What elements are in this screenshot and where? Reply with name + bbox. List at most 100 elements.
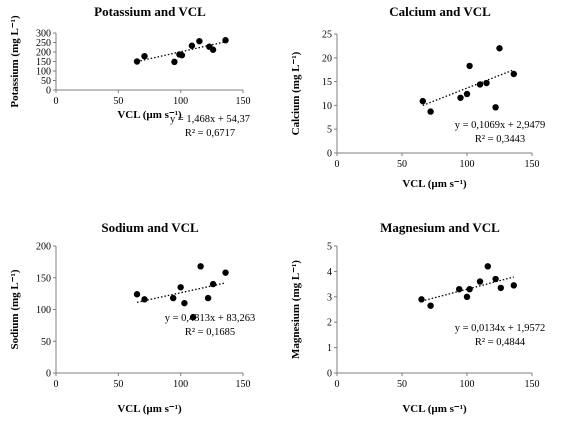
calcium-data-point	[427, 108, 434, 115]
calcium-y-tick-label: 15	[322, 77, 332, 88]
sodium-y-tick-label: 200	[36, 242, 51, 253]
sodium-y-tick-label: 50	[41, 337, 51, 348]
potassium-y-tick-label: 300	[36, 29, 51, 40]
magnesium-data-point	[510, 282, 517, 289]
magnesium-y-tick-label: 2	[327, 318, 332, 329]
calcium-data-point	[419, 97, 426, 105]
calcium-chart: Calcium and VCL 0 50 100 150 0 5 10 15 20 25 VCL (µ…	[290, 4, 545, 190]
potassium-data-point	[209, 46, 217, 53]
potassium-data-point	[188, 42, 196, 49]
sodium-x-tick-label: 100	[173, 379, 188, 390]
magnesium-x-tick-label: 150	[525, 379, 540, 390]
sodium-y-axis-label: Sodium (mg L⁻¹)	[9, 269, 21, 349]
potassium-y-tick-label: 150	[36, 57, 51, 68]
magnesium-data-point	[476, 278, 484, 285]
calcium-r-squared: R² = 0,3443	[475, 134, 525, 145]
sodium-data-point	[222, 269, 229, 276]
magnesium-chart-title: Magnesium and VCL	[380, 220, 500, 235]
sodium-x-tick-label: 50	[113, 379, 123, 390]
potassium-data-point	[141, 52, 148, 60]
potassium-x-tick-label: 100	[173, 96, 188, 107]
magnesium-y-tick-label: 4	[327, 267, 332, 278]
potassium-trendline	[136, 41, 226, 63]
calcium-data-point	[476, 81, 484, 88]
magnesium-y-axis-label: Magnesium (mg L⁻¹)	[290, 260, 302, 359]
calcium-data-point	[457, 94, 464, 101]
magnesium-data-point	[466, 285, 473, 293]
potassium-data-point	[196, 37, 203, 45]
sodium-trendline	[136, 282, 226, 303]
calcium-y-tick-label: 20	[322, 53, 332, 64]
magnesium-data-point	[427, 302, 434, 309]
sodium-x-tick-label: 150	[236, 379, 251, 390]
magnesium-data-point	[456, 285, 463, 293]
magnesium-data-point	[418, 296, 425, 303]
sodium-data-point	[197, 263, 204, 270]
potassium-data-point	[222, 37, 229, 44]
calcium-data-point	[510, 70, 517, 78]
magnesium-x-tick-label: 0	[335, 379, 340, 390]
calcium-data-point	[492, 104, 499, 111]
magnesium-trend-equation: y = 0,0134x + 1,9572	[455, 323, 546, 334]
magnesium-x-tick-label: 100	[460, 379, 475, 390]
magnesium-y-tick-label: 3	[327, 292, 332, 303]
sodium-data-point	[209, 280, 217, 288]
sodium-x-axis-label: VCL (µm s⁻¹)	[117, 403, 182, 415]
potassium-r-squared: R² = 0,6717	[185, 128, 235, 139]
calcium-trendline	[422, 69, 515, 106]
magnesium-data-point	[492, 275, 499, 283]
sodium-data-point	[141, 296, 148, 303]
calcium-y-axis-label: Calcium (mg L⁻¹)	[290, 51, 302, 135]
calcium-x-tick-label: 100	[460, 159, 475, 170]
potassium-y-axis-label: Potassium (mg L⁻¹)	[9, 15, 21, 108]
potassium-y-tick-label: 200	[36, 48, 51, 59]
calcium-x-axis-label: VCL (µm s⁻¹)	[402, 178, 467, 190]
sodium-y-tick-label: 100	[36, 305, 51, 316]
calcium-x-tick-label: 50	[397, 159, 407, 170]
potassium-x-tick-label: 150	[236, 96, 251, 107]
potassium-y-tick-label: 100	[36, 67, 51, 78]
magnesium-x-axis-label: VCL (µm s⁻¹)	[402, 403, 467, 415]
potassium-x-tick-label: 50	[113, 96, 123, 107]
calcium-y-tick-label: 5	[327, 125, 332, 136]
sodium-data-point	[189, 313, 197, 321]
magnesium-y-tick-label: 0	[327, 369, 332, 380]
sodium-chart: Sodium and VCL 0 50 100 150 0 50 100 150 200 VCL (…	[9, 220, 255, 415]
potassium-x-tick-label: 0	[54, 96, 59, 107]
sodium-y-tick-label: 150	[36, 273, 51, 284]
sodium-x-tick-label: 0	[54, 379, 59, 390]
calcium-y-tick-label: 10	[322, 101, 332, 112]
magnesium-y-tick-label: 1	[327, 343, 332, 354]
magnesium-chart: Magnesium and VCL 0 50 100 150 0 1 2 3 4 5 VCL (µm …	[290, 220, 545, 415]
magnesium-data-point	[497, 284, 504, 292]
potassium-y-tick-label: 50	[41, 76, 51, 87]
sodium-y-tick-label: 0	[46, 369, 51, 380]
calcium-y-tick-label: 25	[322, 30, 332, 41]
magnesium-data-point	[484, 263, 491, 270]
sodium-r-squared: R² = 0,1685	[185, 327, 235, 338]
potassium-y-tick-label: 250	[36, 38, 51, 49]
sodium-data-point	[177, 284, 184, 291]
potassium-trend-equation: y = 1,468x + 54,37	[170, 114, 250, 125]
calcium-y-tick-label: 0	[327, 149, 332, 160]
potassium-chart-title: Potassium and VCL	[94, 4, 206, 19]
sodium-chart-title: Sodium and VCL	[101, 220, 199, 235]
calcium-trend-equation: y = 0,1069x + 2,9479	[455, 120, 546, 131]
calcium-data-point	[466, 62, 473, 70]
magnesium-data-point	[463, 293, 471, 300]
magnesium-y-tick-label: 5	[327, 242, 332, 253]
sodium-data-point	[204, 294, 212, 302]
magnesium-x-tick-label: 50	[397, 379, 407, 390]
potassium-data-point	[133, 58, 141, 65]
potassium-x-axis-label: VCL (µm s⁻¹)	[117, 109, 182, 121]
calcium-x-tick-label: 150	[525, 159, 540, 170]
calcium-chart-title: Calcium and VCL	[389, 4, 491, 19]
potassium-data-point	[171, 58, 178, 66]
sodium-data-point	[133, 291, 141, 298]
calcium-data-point	[463, 90, 471, 98]
sodium-data-point	[181, 299, 188, 307]
potassium-data-point	[178, 52, 186, 59]
sodium-trend-equation: y = 0,4313x + 83,263	[165, 313, 256, 324]
